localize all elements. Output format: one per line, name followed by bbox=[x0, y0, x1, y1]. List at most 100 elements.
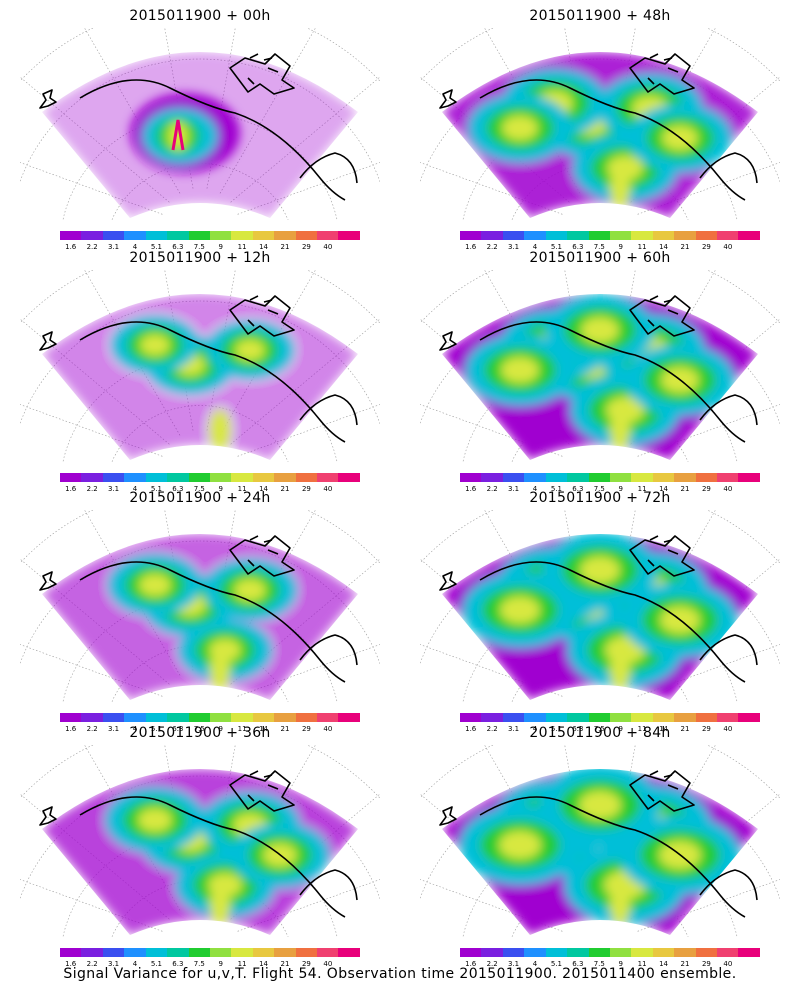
colorbar-swatch bbox=[631, 948, 653, 957]
colorbar-swatch bbox=[460, 713, 482, 722]
panel-84h: 2015011900 + 84h 1.6 2.2 3.1 4 5.1 6.3 7.5 9 11 1… bbox=[420, 725, 780, 968]
map-60h bbox=[420, 270, 780, 462]
colorbar-swatch bbox=[295, 948, 318, 957]
colorbar-swatch bbox=[631, 713, 653, 722]
colorbar-swatch bbox=[717, 231, 739, 240]
colorbar-tick-label: 29 bbox=[701, 725, 711, 733]
colorbar-swatch bbox=[295, 231, 318, 240]
colorbar-tick-label: 2.2 bbox=[486, 725, 498, 733]
panel-title: 2015011900 + 00h bbox=[129, 8, 271, 24]
colorbar-tick-label: 4 bbox=[132, 243, 138, 251]
colorbar-swatch bbox=[717, 948, 739, 957]
colorbar bbox=[60, 948, 360, 957]
colorbar-tick-label: 7.5 bbox=[193, 243, 205, 251]
colorbar-tick-label: 6.3 bbox=[572, 485, 584, 493]
colorbar-tick-label: 40 bbox=[323, 485, 333, 493]
colorbar-swatch bbox=[695, 231, 718, 240]
colorbar-swatch bbox=[274, 713, 296, 722]
panel-48h: 2015011900 + 48h 1.6 2.2 3.1 4 5.1 6.3 7.5 9 11 1… bbox=[420, 8, 780, 251]
colorbar-swatch bbox=[695, 713, 718, 722]
colorbar-tick-label: 1.6 bbox=[65, 485, 77, 493]
colorbar bbox=[460, 713, 760, 722]
colorbar-tick-label: 3.1 bbox=[107, 960, 120, 968]
colorbar-swatch bbox=[124, 948, 146, 957]
colorbar-tick-label: 1.6 bbox=[65, 725, 77, 733]
colorbar-tick-label: 9 bbox=[618, 485, 623, 493]
colorbar-swatch bbox=[209, 473, 232, 482]
colorbar-swatch bbox=[481, 713, 503, 722]
colorbar-swatch bbox=[460, 231, 482, 240]
colorbar-tick-label: 7.5 bbox=[593, 725, 605, 733]
colorbar-tick-label: 14 bbox=[659, 243, 669, 251]
colorbar-tick-label: 21 bbox=[680, 485, 690, 493]
panel-title: 2015011900 + 24h bbox=[129, 490, 271, 506]
colorbar-swatch bbox=[81, 473, 103, 482]
variance-field bbox=[42, 534, 358, 700]
colorbar-swatch bbox=[674, 948, 696, 957]
colorbar-swatch bbox=[102, 473, 125, 482]
colorbar-tick-label: 3.1 bbox=[507, 485, 520, 493]
colorbar-tick-label: 1.6 bbox=[65, 960, 77, 968]
colorbar-swatch bbox=[567, 231, 589, 240]
colorbar-swatch bbox=[81, 231, 103, 240]
colorbar bbox=[60, 231, 360, 240]
colorbar-tick-label: 6.3 bbox=[172, 485, 184, 493]
colorbar-tick-label: 11 bbox=[637, 725, 647, 733]
colorbar-tick-label: 9 bbox=[218, 485, 223, 493]
colorbar-tick-label: 5.1 bbox=[150, 725, 162, 733]
variance-field bbox=[42, 52, 358, 218]
colorbar-tick-label: 29 bbox=[701, 960, 711, 968]
colorbar-tick-label: 21 bbox=[280, 243, 290, 251]
colorbar-tick-label: 11 bbox=[637, 485, 647, 493]
colorbar-swatch bbox=[652, 231, 675, 240]
colorbar-tick-label: 40 bbox=[723, 243, 733, 251]
colorbar-swatch bbox=[588, 948, 610, 957]
colorbar-swatch bbox=[145, 713, 168, 722]
variance-field bbox=[442, 534, 758, 700]
colorbar-tick-label: 1.6 bbox=[465, 485, 477, 493]
colorbar-tick-label: 40 bbox=[323, 960, 333, 968]
colorbar bbox=[460, 473, 760, 482]
colorbar-tick-label: 6.3 bbox=[172, 960, 184, 968]
colorbar-swatch bbox=[588, 713, 610, 722]
coastlines bbox=[39, 295, 358, 443]
colorbar-swatch bbox=[524, 231, 546, 240]
colorbar-swatch bbox=[188, 231, 210, 240]
colorbar-tick-label: 3.1 bbox=[507, 243, 520, 251]
colorbar-swatch bbox=[338, 473, 360, 482]
colorbar-tick-label: 6.3 bbox=[572, 243, 584, 251]
colorbar-tick-label: 14 bbox=[659, 725, 669, 733]
colorbar-swatch bbox=[567, 473, 589, 482]
colorbar-swatch bbox=[695, 948, 718, 957]
colorbar-tick-label: 1.6 bbox=[465, 243, 477, 251]
colorbar-swatch bbox=[545, 713, 568, 722]
colorbar-tick-label: 5.1 bbox=[550, 960, 562, 968]
variance-field bbox=[42, 769, 358, 935]
colorbar-swatch bbox=[524, 948, 546, 957]
colorbar-tick-label: 14 bbox=[259, 960, 269, 968]
panel-00h: 2015011900 + 00h 1.6 2.2 3.1 4 5.1 6.3 7.5 9 11 1… bbox=[20, 8, 380, 251]
map-36h bbox=[20, 745, 380, 937]
colorbar-tick-label: 9 bbox=[618, 243, 623, 251]
colorbar-tick-label: 1.6 bbox=[65, 243, 77, 251]
colorbar-swatch bbox=[317, 948, 339, 957]
figure-caption: Signal Variance for u,v,T. Flight 54. Ob… bbox=[63, 966, 737, 982]
colorbar-swatch bbox=[652, 948, 675, 957]
panel-60h: 2015011900 + 60h 1.6 2.2 3.1 4 5.1 6.3 7.5 9 11 1… bbox=[420, 250, 780, 493]
colorbar-ticks: 1.6 2.2 3.1 4 5.1 6.3 7.5 9 11 14 21 29 40 bbox=[60, 960, 360, 970]
colorbar-swatch bbox=[81, 713, 103, 722]
colorbar-ticks: 1.6 2.2 3.1 4 5.1 6.3 7.5 9 11 14 21 29 40 bbox=[60, 725, 360, 735]
coastlines bbox=[439, 53, 758, 201]
map-84h bbox=[420, 745, 780, 937]
colorbar-swatch bbox=[231, 473, 253, 482]
colorbar-swatch bbox=[738, 473, 760, 482]
colorbar-swatch bbox=[524, 713, 546, 722]
colorbar-tick-label: 2.2 bbox=[486, 485, 498, 493]
colorbar-swatch bbox=[609, 948, 632, 957]
colorbar-swatch bbox=[545, 231, 568, 240]
colorbar-tick-label: 40 bbox=[723, 960, 733, 968]
colorbar-ticks: 1.6 2.2 3.1 4 5.1 6.3 7.5 9 11 14 21 29 40 bbox=[460, 725, 760, 735]
colorbar-swatch bbox=[145, 948, 168, 957]
colorbar-swatch bbox=[231, 231, 253, 240]
colorbar-swatch bbox=[588, 231, 610, 240]
